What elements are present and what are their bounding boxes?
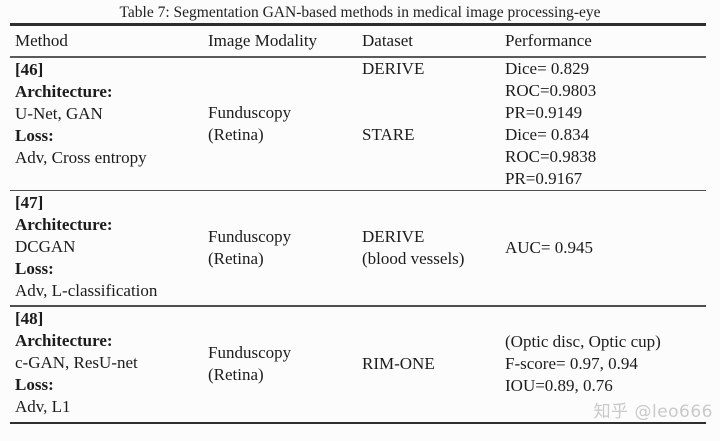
method-ref: [46] [15,59,44,79]
method-cell: [46] Architecture: U-Net, GAN Loss: Adv,… [10,58,203,190]
dataset-cell: RIM-ONE [357,307,500,422]
performance-line: F-score= 0.97, 0.94 [505,354,638,373]
performance-line: ROC=0.9838 [505,146,597,166]
modality-cell: Funduscopy (Retina) [203,191,357,305]
modality-cell: Funduscopy (Retina) [203,307,357,422]
col-header-dataset: Dataset [362,30,413,50]
performance-line: PR=0.9167 [505,168,583,188]
performance-line: AUC= 0.945 [505,238,593,257]
performance-cell: Dice= 0.829 ROC=0.9803 PR=0.9149 Dice= 0… [500,58,706,190]
modality-line: Funduscopy [208,102,292,122]
loss-value: Adv, L1 [15,396,71,416]
method-ref: [47] [15,193,44,212]
loss-label: Loss: [15,125,54,145]
architecture-label: Architecture: [15,81,113,101]
loss-value: Adv, Cross entropy [15,147,147,167]
col-header-performance: Performance [505,30,592,50]
modality-cell: Funduscopy (Retina) [203,58,357,190]
dataset-cell: DERIVE STARE [357,58,500,190]
loss-label: Loss: [15,374,54,394]
modality-line: (Retina) [208,249,264,268]
table-row: [48] Architecture: c-GAN, ResU-net Loss:… [10,307,706,422]
modality-line: (Retina) [208,124,264,144]
modality-line: Funduscopy [208,343,292,362]
dataset-name: DERIVE [362,58,425,78]
performance-line: IOU=0.89, 0.76 [505,376,613,395]
method-cell: [48] Architecture: c-GAN, ResU-net Loss:… [10,307,203,422]
dataset-name: (blood vessels) [362,249,465,268]
modality-line: (Retina) [208,365,264,384]
performance-cell: AUC= 0.945 [500,191,706,305]
header-rule [10,55,706,58]
bottom-rule [10,421,706,424]
performance-cell: (Optic disc, Optic cup) F-score= 0.97, 0… [500,307,706,422]
dataset-name: DERIVE [362,227,425,246]
architecture-value: DCGAN [15,237,76,256]
performance-line: (Optic disc, Optic cup) [505,332,661,351]
results-table: Method Image Modality Dataset Performanc… [10,23,706,424]
architecture-label: Architecture: [15,330,113,350]
method-ref: [48] [15,308,44,328]
performance-line: Dice= 0.829 [505,58,590,78]
modality-line: Funduscopy [208,227,292,246]
row-separator [10,305,706,307]
dataset-name: RIM-ONE [362,354,435,373]
architecture-value: c-GAN, ResU-net [15,352,138,372]
table-row: [46] Architecture: U-Net, GAN Loss: Adv,… [10,58,706,190]
performance-line: Dice= 0.834 [505,124,590,144]
architecture-value: U-Net, GAN [15,103,103,123]
table-row: [47] Architecture: DCGAN Loss: Adv, L-cl… [10,191,706,305]
dataset-cell: DERIVE (blood vessels) [357,191,500,305]
dataset-name: STARE [362,124,415,144]
top-rule [10,23,706,26]
loss-value: Adv, L-classification [15,281,158,300]
table-caption: Table 7: Segmentation GAN-based methods … [119,4,601,21]
method-cell: [47] Architecture: DCGAN Loss: Adv, L-cl… [10,191,203,305]
performance-line: ROC=0.9803 [505,80,597,100]
col-header-method: Method [15,30,68,50]
row-separator [10,189,706,191]
col-header-image-modality: Image Modality [208,30,318,50]
performance-line: PR=0.9149 [505,102,583,122]
table-header-row: Method Image Modality Dataset Performanc… [10,26,706,56]
loss-label: Loss: [15,259,54,278]
watermark: 知乎 @leo666 [593,402,713,422]
architecture-label: Architecture: [15,215,113,234]
